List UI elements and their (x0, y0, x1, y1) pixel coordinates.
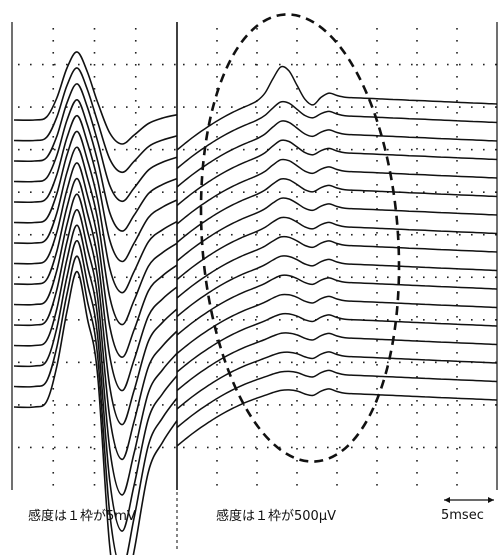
arrowhead-right (488, 497, 494, 503)
right-trace (176, 351, 498, 410)
right-trace (176, 120, 498, 188)
right-trace (176, 235, 498, 299)
panel-frames (11, 22, 498, 549)
right-trace (176, 100, 498, 170)
dashed-ellipse (199, 13, 401, 463)
right-trace (176, 388, 498, 447)
time-scale-label: 5msec (441, 508, 484, 523)
right-trace (176, 255, 498, 318)
left-trace (13, 224, 178, 496)
left-trace (13, 67, 178, 174)
right-trace (176, 177, 498, 244)
arrowhead-left (444, 497, 450, 503)
left-trace (13, 255, 178, 555)
left-trace (13, 177, 178, 392)
right-trace (176, 332, 498, 392)
annotation-layer (199, 13, 494, 503)
right-trace (176, 369, 498, 429)
left-trace (13, 146, 178, 326)
left-trace (13, 99, 178, 232)
left-trace (13, 51, 178, 145)
left-trace (13, 130, 178, 294)
right-trace (176, 158, 498, 225)
left-trace (13, 239, 178, 532)
right-trace (176, 293, 498, 355)
right-trace (176, 274, 498, 336)
left-trace (13, 208, 178, 461)
left-sensitivity-caption: 感度は１枠が5mV (28, 509, 136, 524)
right-trace (176, 65, 498, 151)
right-trace (176, 197, 498, 262)
left-panel-traces (13, 51, 178, 555)
left-trace (13, 193, 178, 426)
right-trace (176, 312, 498, 373)
right-panel-traces (176, 65, 498, 447)
left-trace (13, 114, 178, 263)
right-trace (176, 216, 498, 281)
left-trace (13, 270, 178, 555)
left-trace (13, 83, 178, 203)
right-sensitivity-caption: 感度は１枠が500µV (216, 509, 336, 524)
grid (18, 28, 497, 486)
right-trace (176, 139, 498, 207)
left-trace (13, 162, 178, 358)
